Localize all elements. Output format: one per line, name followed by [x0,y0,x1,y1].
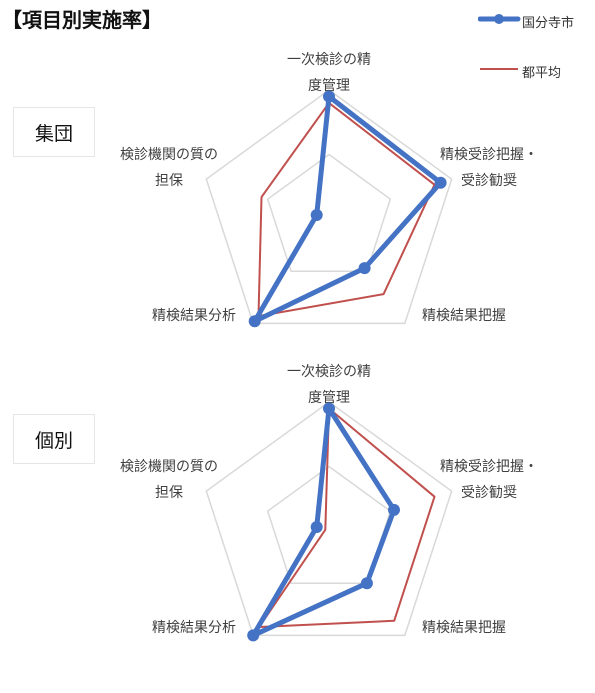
axis-label: 一次検診の精度管理 [287,52,371,94]
data-point-kokubunji [247,629,260,642]
axis-label: 検診機関の質の担保 [120,459,218,501]
data-point-kokubunji [248,315,261,328]
axis-label-line: 精検結果分析 [152,620,236,636]
legend-swatch-tokyo-average [480,68,518,70]
axis-label-line: 精検受診把握・ [440,147,538,163]
axis-label-line: 度管理 [308,78,350,94]
axis-label: 精検結果把握 [422,620,506,636]
group-label-text: 個別 [34,429,73,452]
radar-gridline [266,465,392,584]
legend-item-kokubunji[interactable]: 国分寺市 [478,10,595,31]
axis-label: 検診機関の質の担保 [120,147,218,189]
data-point-kokubunji [360,577,373,590]
series-line-kokubunji [250,406,397,638]
axis-label: 精検受診把握・受診勧奨 [440,147,538,189]
group-label-shudan: 集団 [13,107,95,157]
axis-label-line: 検診機関の質の [120,459,218,475]
axis-label-line: 担保 [155,173,183,189]
axis-label-line: 一次検診の精 [287,52,371,68]
axis-label-line: 受診勧奨 [461,172,517,189]
axis-label-line: 検診機関の質の [120,147,218,163]
chart-legend: 国分寺市 都平均 [478,10,595,81]
data-point-kokubunji [310,521,323,533]
axis-label: 精検結果把握 [422,308,506,324]
series-line-tokyo-average [257,101,436,318]
axis-label-line: 一次検診の精 [287,364,371,380]
radar-gridline [205,401,453,637]
radar-gridline [266,153,392,272]
group-label-text: 集団 [34,122,73,145]
series-line-kokubunji [252,94,444,324]
axis-label-line: 精検結果分析 [152,308,236,324]
axis-label-line: 精検結果把握 [422,620,506,636]
axis-label-line: 受診勧奨 [461,484,517,501]
axis-label-line: 精検受診把握・ [440,459,538,475]
data-point-kokubunji [388,503,400,516]
axis-label-line: 度管理 [308,390,350,406]
axis-label-line: 担保 [155,485,183,501]
data-point-kokubunji [323,402,335,415]
axis-label: 一次検診の精度管理 [287,364,371,406]
radar-gridline [205,89,453,325]
page-title: 【項目別実施率】 [2,8,162,32]
group-label-kobetsu: 個別 [13,414,95,464]
legend-swatch-kokubunji [478,14,521,24]
data-point-kokubunji [434,176,447,189]
legend-label-kokubunji: 国分寺市 [522,16,575,31]
axis-label: 精検結果分析 [152,308,236,324]
axis-label-line: 精検結果把握 [422,308,506,324]
axis-label: 精検結果分析 [152,620,236,636]
data-point-kokubunji [310,209,323,221]
data-point-kokubunji [358,262,371,275]
data-point-kokubunji [323,90,335,103]
legend-label-tokyo-average: 都平均 [522,66,562,81]
legend-item-tokyo-average[interactable]: 都平均 [478,60,595,81]
series-line-tokyo-average [258,407,436,628]
axis-label: 精検受診把握・受診勧奨 [440,459,538,501]
